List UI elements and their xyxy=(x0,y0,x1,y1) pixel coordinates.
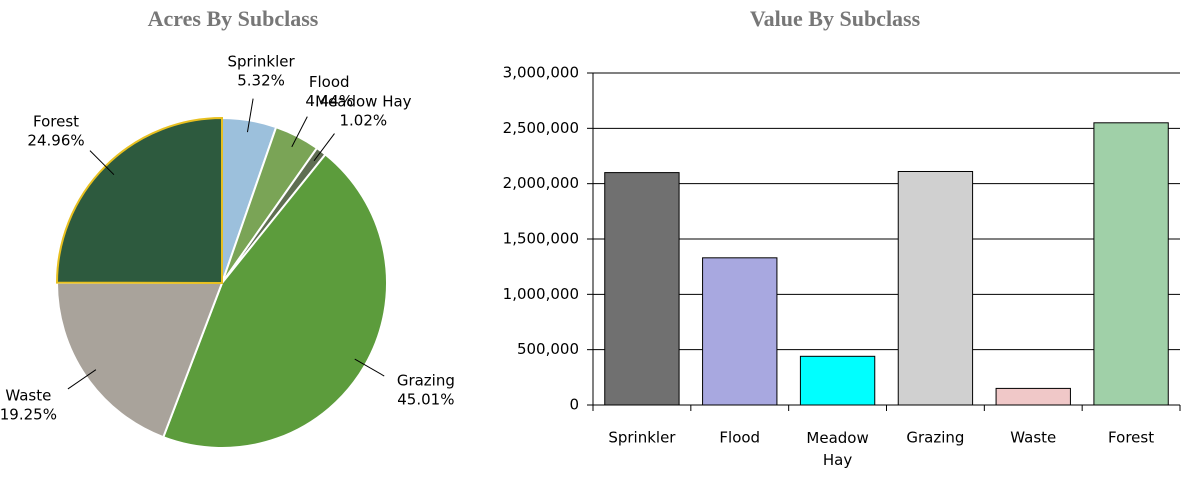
y-tick-label: 1,500,000 xyxy=(503,230,579,248)
leader-line xyxy=(354,358,385,377)
pie-label: Waste xyxy=(5,386,51,404)
pie-value-label: 1.02% xyxy=(340,112,388,130)
bar xyxy=(604,172,680,406)
bar xyxy=(995,387,1071,406)
x-tick-label: Grazing xyxy=(906,429,964,447)
bar xyxy=(799,355,876,406)
bar xyxy=(1093,122,1169,406)
pie-value-label: 5.32% xyxy=(237,71,285,89)
y-tick-label: 1,000,000 xyxy=(503,285,579,303)
leader-line xyxy=(291,116,308,148)
leader-line xyxy=(67,369,97,390)
y-tick-label: 0 xyxy=(569,396,579,414)
pie-label: Sprinkler xyxy=(228,52,296,70)
pie-label: Grazing xyxy=(397,371,455,389)
bar-title: Value By Subclass xyxy=(750,6,921,31)
pie-label: Forest xyxy=(33,112,79,130)
bar xyxy=(702,257,778,406)
x-tick-label: Flood xyxy=(719,429,760,447)
pie-value-label: 24.96% xyxy=(27,131,84,149)
leader-line xyxy=(89,150,115,176)
x-tick-label: Meadow Hay xyxy=(806,429,868,469)
pie-value-label: 45.01% xyxy=(397,390,454,408)
y-tick-label: 3,000,000 xyxy=(503,64,579,82)
pie-label: Meadow Hay xyxy=(315,93,412,111)
y-tick-label: 2,500,000 xyxy=(503,119,579,137)
bar xyxy=(897,170,974,406)
x-tick-label: Waste xyxy=(1010,429,1056,447)
x-tick-label: Sprinkler xyxy=(608,429,676,447)
pie-value-label: 19.25% xyxy=(0,405,57,423)
pie-title: Acres By Subclass xyxy=(148,6,319,31)
x-tick-label: Forest xyxy=(1108,429,1154,447)
leader-line xyxy=(246,98,254,133)
leader-line xyxy=(313,133,335,162)
y-tick-label: 500,000 xyxy=(517,340,579,358)
y-tick-label: 2,000,000 xyxy=(503,174,579,192)
pie-label: Flood xyxy=(309,73,350,91)
pie-value-label: 4.44% xyxy=(305,92,353,110)
